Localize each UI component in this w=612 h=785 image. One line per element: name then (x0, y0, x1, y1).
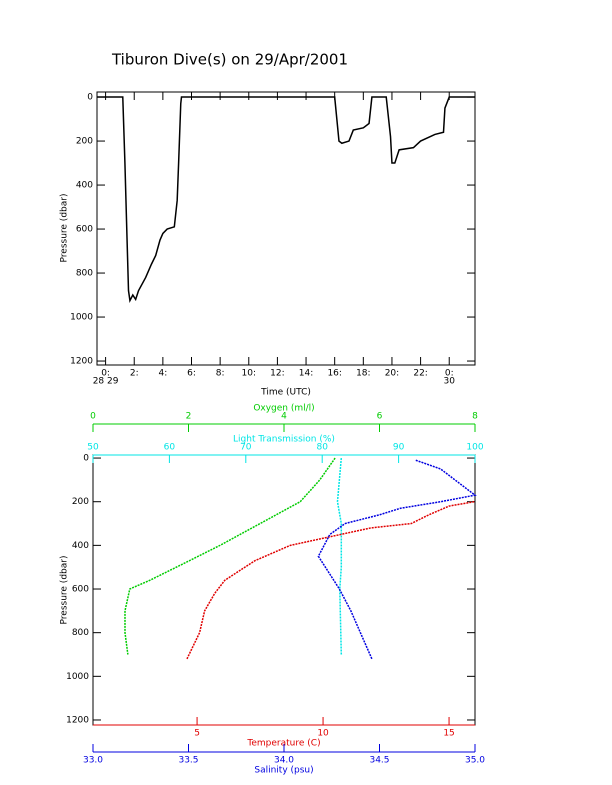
x-tick-label: 10 (317, 729, 329, 739)
chart-title: Tiburon Dive(s) on 29/Apr/2001 (111, 51, 348, 69)
x-tick-label: 5 (194, 729, 200, 739)
x-axis-label: Salinity (psu) (254, 766, 313, 776)
x-tick-label: 33.0 (83, 756, 103, 766)
profile-line (186, 500, 475, 660)
y-tick-label: 600 (76, 225, 93, 235)
x-tick-label: 90 (393, 443, 405, 453)
y-tick-label: 1200 (70, 357, 93, 367)
y-tick-label: 600 (72, 585, 89, 595)
x-tick-label: 10: (242, 369, 256, 379)
y-tick-label: 1000 (70, 313, 93, 323)
x-axis-label: Time (UTC) (260, 388, 311, 398)
x-tick-label: 6: (187, 369, 196, 379)
x-tick-label: 20: (385, 369, 399, 379)
profile-line (124, 457, 336, 655)
y-axis-label: Pressure (dbar) (60, 556, 70, 625)
y-tick-label: 0 (83, 454, 89, 464)
y-axis-label: Pressure (dbar) (60, 194, 70, 263)
x-tick-label: 15 (443, 729, 454, 739)
x-tick-label: 22: (413, 369, 427, 379)
date-label: 30 (444, 377, 456, 387)
x-axis-label: Temperature (C) (246, 739, 320, 749)
x-tick-label: 35.0 (465, 756, 485, 766)
x-tick-label: 0 (90, 412, 96, 422)
profile-line (336, 457, 343, 655)
y-tick-label: 1000 (66, 672, 89, 682)
y-tick-label: 400 (76, 181, 93, 191)
y-tick-label: 1200 (66, 715, 89, 725)
x-tick-label: 33.5 (178, 756, 198, 766)
x-tick-label: 14: (299, 369, 313, 379)
x-tick-label: 2 (186, 412, 192, 422)
x-tick-label: 0: (101, 369, 110, 379)
profile-line (317, 459, 477, 660)
plot-frame (96, 91, 476, 366)
x-tick-label: 4 (281, 412, 287, 422)
x-tick-label: 34.0 (274, 756, 294, 766)
y-tick-label: 800 (72, 628, 89, 638)
y-tick-label: 0 (87, 93, 93, 103)
x-tick-label: 34.5 (369, 756, 389, 766)
x-tick-label: 2: (130, 369, 139, 379)
x-tick-label: 18: (356, 369, 370, 379)
x-axis-label: Oxygen (ml/l) (253, 404, 314, 414)
x-tick-label: 16: (327, 369, 341, 379)
x-tick-label: 6 (377, 412, 383, 422)
x-tick-label: 60 (164, 443, 176, 453)
x-axis-label: Light Transmission (%) (233, 435, 335, 445)
x-tick-label: 8 (472, 412, 478, 422)
x-tick-label: 12: (270, 369, 284, 379)
x-tick-label: 50 (87, 443, 99, 453)
x-tick-label: 80 (316, 443, 328, 453)
plot-frame (92, 454, 476, 726)
x-tick-label: 8: (216, 369, 225, 379)
y-tick-label: 400 (72, 541, 89, 551)
y-tick-label: 200 (72, 497, 89, 507)
x-tick-label: 4: (158, 369, 167, 379)
x-tick-label: 70 (240, 443, 252, 453)
x-tick-label: 100 (466, 443, 483, 453)
date-label: 28 29 (93, 377, 119, 387)
x-tick-label: 0: (445, 369, 454, 379)
pressure-line (97, 96, 475, 303)
y-tick-label: 800 (76, 269, 93, 279)
y-tick-label: 200 (76, 137, 93, 147)
